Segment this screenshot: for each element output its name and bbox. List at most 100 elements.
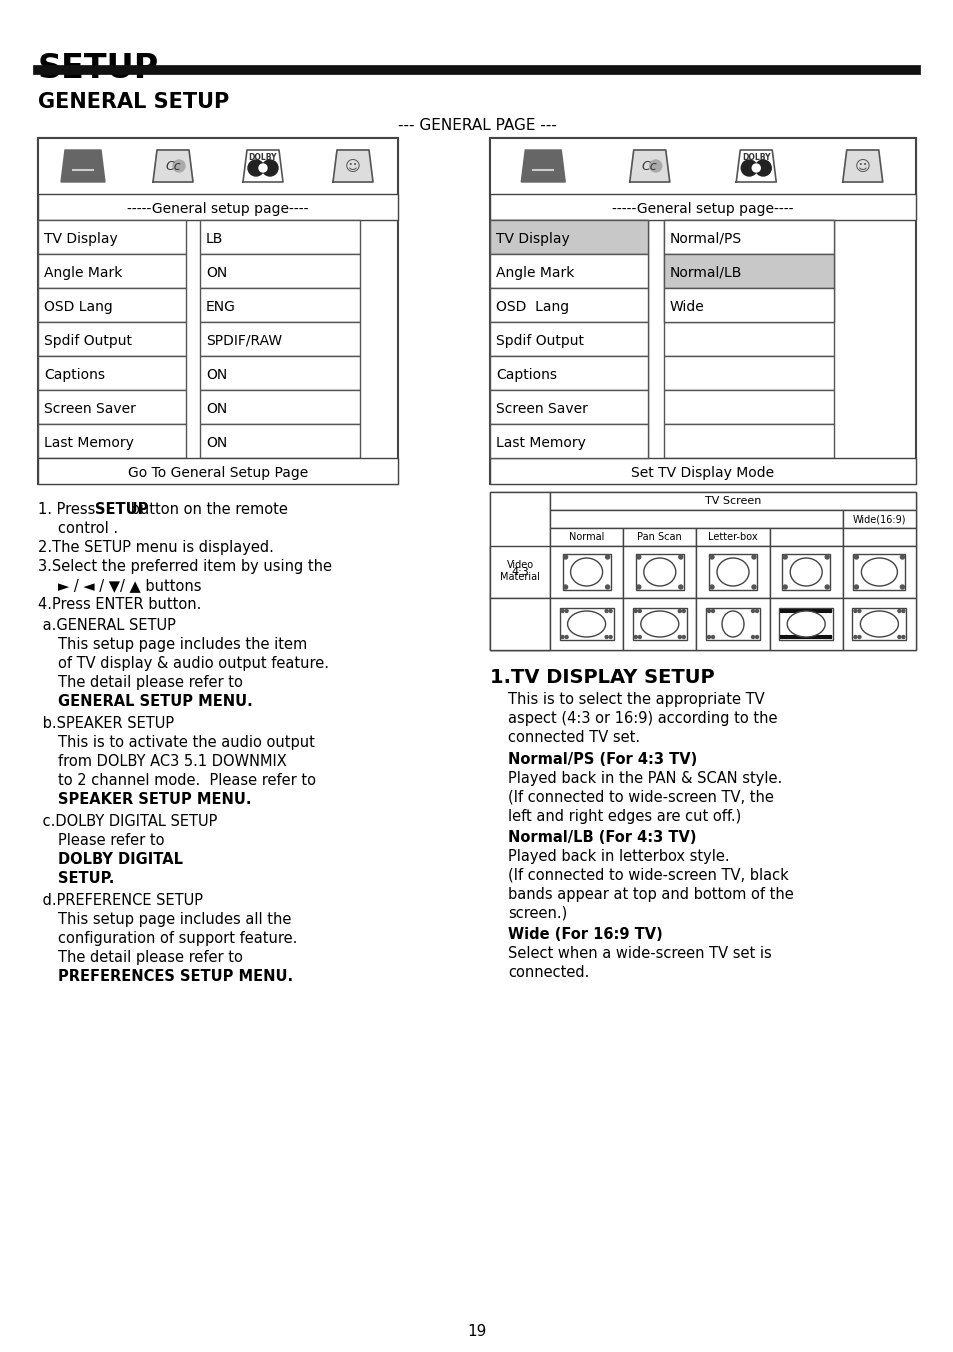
Text: GENERAL SETUP MENU.: GENERAL SETUP MENU.	[58, 694, 253, 708]
Text: 1. Press: 1. Press	[38, 502, 100, 516]
Text: This is to activate the audio output: This is to activate the audio output	[58, 735, 314, 750]
Bar	[490, 492, 915, 650]
Circle shape	[262, 160, 277, 176]
Text: 4.Press ENTER button.: 4.Press ENTER button.	[38, 598, 201, 612]
Bar	[853, 554, 904, 589]
Circle shape	[823, 610, 827, 612]
Circle shape	[681, 610, 684, 612]
Bar	[705, 608, 760, 639]
Bar	[550, 492, 915, 510]
Text: connected TV set.: connected TV set.	[507, 730, 639, 745]
Text: ☺: ☺	[854, 158, 870, 173]
Text: This setup page includes all the: This setup page includes all the	[58, 913, 291, 927]
Circle shape	[563, 556, 567, 558]
Bar	[200, 389, 359, 425]
Text: Normal/LB: Normal/LB	[669, 266, 741, 280]
Circle shape	[563, 585, 567, 589]
Circle shape	[564, 610, 567, 612]
Text: ☺: ☺	[345, 158, 360, 173]
Circle shape	[784, 635, 787, 638]
Circle shape	[637, 585, 640, 589]
Polygon shape	[243, 150, 283, 183]
Bar	[550, 546, 622, 598]
Circle shape	[709, 585, 713, 589]
Text: TV Screen: TV Screen	[704, 496, 760, 506]
Circle shape	[900, 585, 903, 589]
Circle shape	[711, 635, 714, 638]
Text: This setup page includes the item: This setup page includes the item	[58, 637, 307, 652]
Bar	[490, 288, 647, 322]
Bar	[38, 425, 186, 458]
Text: PREFERENCES SETUP MENU.: PREFERENCES SETUP MENU.	[58, 969, 293, 984]
Circle shape	[605, 556, 609, 558]
Text: Spdif Output: Spdif Output	[44, 334, 132, 347]
Bar	[38, 193, 397, 220]
Text: The detail please refer to: The detail please refer to	[58, 675, 243, 690]
Bar	[38, 288, 186, 322]
Text: -----General setup page----: -----General setup page----	[612, 201, 793, 216]
Text: Cc: Cc	[165, 160, 181, 173]
Circle shape	[824, 556, 828, 558]
Circle shape	[634, 635, 637, 638]
Text: configuration of support feature.: configuration of support feature.	[58, 932, 297, 946]
Text: left and right edges are cut off.): left and right edges are cut off.)	[507, 808, 740, 823]
Text: d.PREFERENCE SETUP: d.PREFERENCE SETUP	[38, 894, 203, 909]
Circle shape	[853, 635, 856, 638]
Circle shape	[678, 635, 680, 638]
Circle shape	[755, 160, 770, 176]
Bar	[841, 546, 915, 598]
Circle shape	[604, 610, 607, 612]
Circle shape	[707, 635, 710, 638]
Text: Angle Mark: Angle Mark	[496, 266, 574, 280]
Text: ON: ON	[206, 435, 227, 450]
Text: aspect (4:3 or 16:9) according to the: aspect (4:3 or 16:9) according to the	[507, 711, 777, 726]
Text: ON: ON	[206, 368, 227, 383]
Bar	[779, 608, 832, 639]
Circle shape	[638, 635, 640, 638]
Bar	[622, 529, 696, 546]
Text: Captions: Captions	[44, 368, 105, 383]
Bar	[69, 155, 97, 172]
Ellipse shape	[721, 611, 743, 637]
Text: The detail please refer to: The detail please refer to	[58, 950, 243, 965]
Text: b.SPEAKER SETUP: b.SPEAKER SETUP	[38, 717, 174, 731]
Polygon shape	[841, 150, 882, 183]
Text: ON: ON	[206, 402, 227, 416]
Bar	[490, 220, 647, 254]
Bar	[490, 254, 647, 288]
Text: Normal/PS: Normal/PS	[669, 233, 741, 246]
Ellipse shape	[717, 558, 748, 585]
Bar	[769, 598, 841, 650]
Text: Angle Mark: Angle Mark	[44, 266, 122, 280]
Bar	[490, 356, 647, 389]
Bar	[490, 492, 550, 650]
Bar	[490, 425, 647, 458]
Text: SPDIF/RAW: SPDIF/RAW	[206, 334, 282, 347]
Bar	[490, 598, 550, 650]
Text: Normal: Normal	[568, 531, 603, 542]
Circle shape	[752, 164, 760, 172]
Bar	[663, 425, 833, 458]
Bar	[622, 546, 696, 598]
Circle shape	[828, 610, 831, 612]
Bar	[841, 598, 915, 650]
Text: SETUP.: SETUP.	[58, 871, 114, 886]
Bar	[490, 322, 647, 356]
Circle shape	[857, 610, 860, 612]
Circle shape	[560, 610, 563, 612]
Circle shape	[824, 585, 828, 589]
Text: Go To General Setup Page: Go To General Setup Page	[128, 466, 308, 480]
Circle shape	[780, 610, 782, 612]
Text: This is to select the appropriate TV: This is to select the appropriate TV	[507, 692, 763, 707]
Text: Please refer to: Please refer to	[58, 833, 164, 848]
Text: connected.: connected.	[507, 965, 589, 980]
Text: OSD  Lang: OSD Lang	[496, 300, 569, 314]
Circle shape	[901, 635, 904, 638]
Text: DOLBY: DOLBY	[741, 154, 770, 162]
Polygon shape	[629, 150, 669, 183]
Circle shape	[751, 635, 754, 638]
Text: Pan Scan: Pan Scan	[637, 531, 681, 542]
Ellipse shape	[860, 611, 898, 637]
Bar	[708, 554, 757, 589]
Bar	[490, 254, 647, 288]
